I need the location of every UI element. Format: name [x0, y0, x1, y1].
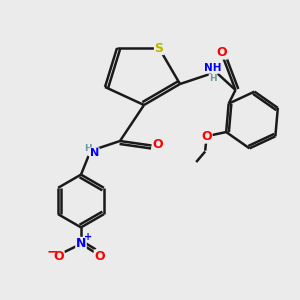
- Text: O: O: [201, 130, 212, 143]
- Text: N: N: [76, 237, 86, 250]
- Text: −: −: [46, 244, 58, 258]
- Text: NH: NH: [204, 63, 222, 73]
- Text: S: S: [154, 41, 164, 55]
- Text: O: O: [53, 250, 64, 263]
- Text: O: O: [153, 137, 164, 151]
- Text: N: N: [90, 148, 99, 158]
- Text: O: O: [217, 46, 227, 59]
- Text: H: H: [209, 74, 217, 83]
- Text: +: +: [83, 232, 92, 242]
- Text: O: O: [94, 250, 105, 263]
- Text: H: H: [84, 144, 92, 153]
